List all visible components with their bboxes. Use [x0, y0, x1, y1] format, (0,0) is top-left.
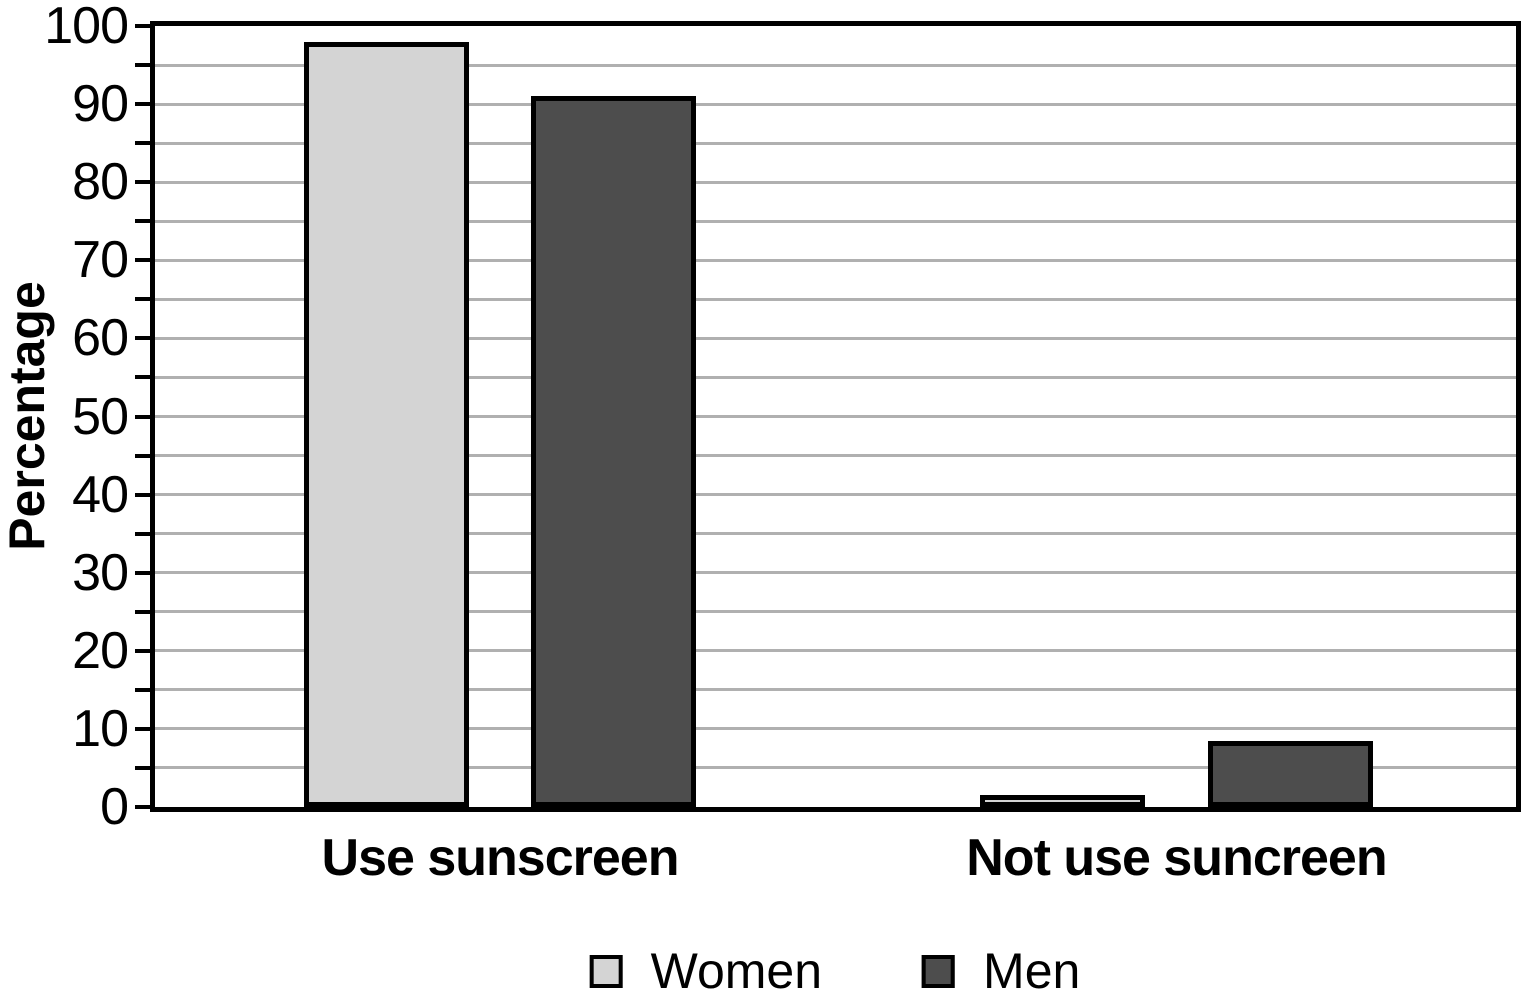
y-axis-tick: [135, 63, 150, 68]
y-axis-tick-label: 20: [72, 621, 129, 680]
x-axis-category-label: Not use suncreen: [966, 829, 1387, 887]
y-axis-tick: [135, 414, 150, 419]
y-axis-tick: [135, 531, 150, 536]
y-axis-tick: [135, 258, 150, 263]
gridline: [155, 649, 1516, 653]
legend: Women Men: [589, 943, 1080, 991]
gridline: [155, 297, 1516, 301]
y-axis-tick: [135, 765, 150, 770]
y-axis-tick: [135, 219, 150, 224]
gridline: [155, 180, 1516, 184]
y-axis-tick: [135, 180, 150, 185]
legend-item-men: Men: [922, 946, 1080, 991]
gridline: [155, 610, 1516, 614]
y-axis-tick-label: 90: [72, 75, 129, 134]
gridline: [155, 415, 1516, 418]
gridline: [155, 102, 1516, 106]
bar-men-2: [1207, 740, 1373, 807]
y-axis-tick: [135, 102, 150, 107]
y-axis-tick-label: 80: [72, 153, 129, 212]
y-axis: 0 10 20 30 40 50 60 70 80 90 100: [0, 0, 150, 833]
y-axis-tick-label: 70: [72, 231, 129, 290]
gridline: [155, 454, 1516, 458]
gridline: [155, 493, 1516, 497]
y-axis-tick: [135, 453, 150, 458]
y-axis-tick-label: 30: [72, 543, 129, 602]
y-axis-tick: [135, 570, 150, 575]
gridline: [155, 63, 1516, 67]
gridline: [155, 727, 1516, 731]
y-axis-tick: [135, 24, 150, 28]
legend-label: Men: [983, 943, 1081, 991]
y-axis-tick: [135, 492, 150, 497]
plot-area: [150, 21, 1521, 812]
gridline: [155, 688, 1516, 692]
y-axis-tick-label: 60: [72, 309, 129, 368]
y-axis-tick: [135, 609, 150, 614]
gridline: [155, 532, 1516, 536]
y-axis-tick: [135, 141, 150, 146]
y-axis-tick: [135, 375, 150, 380]
bar-women-1: [303, 41, 469, 807]
y-axis-tick: [135, 726, 150, 731]
x-axis-labels: Use sunscreen Not use suncreen: [155, 828, 1516, 898]
x-axis-category-label: Use sunscreen: [321, 829, 680, 887]
gridline: [155, 141, 1516, 145]
y-axis-tick: [135, 648, 150, 653]
bar-men-1: [531, 96, 697, 807]
y-axis-tick-label: 50: [72, 387, 129, 446]
legend-item-women: Women: [589, 943, 823, 991]
y-axis-tick: [135, 805, 150, 809]
gridline: [155, 766, 1516, 770]
legend-label: Women: [650, 943, 823, 991]
y-axis-tick-label: 40: [72, 465, 129, 524]
y-axis-tick-label: 0: [100, 778, 129, 836]
y-axis-tick: [135, 297, 150, 302]
y-axis-tick: [135, 687, 150, 692]
gridline: [155, 375, 1516, 379]
y-axis-tick-label: 100: [44, 0, 129, 55]
gridline: [155, 219, 1516, 223]
y-axis-tick-label: 10: [72, 699, 129, 758]
legend-swatch-icon: [589, 954, 623, 988]
y-axis-tick: [135, 336, 150, 341]
gridline: [155, 336, 1516, 340]
legend-swatch-icon: [922, 954, 956, 988]
gridline: [155, 571, 1516, 575]
bar-women-2: [980, 795, 1146, 807]
gridline: [155, 258, 1516, 262]
